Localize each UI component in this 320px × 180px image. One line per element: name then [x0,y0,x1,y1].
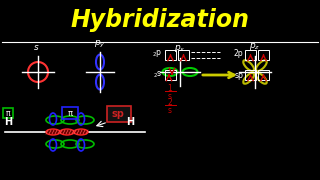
Text: $p_z$: $p_z$ [249,41,260,52]
Ellipse shape [74,129,88,135]
Text: s: s [34,43,38,52]
Text: sp: sp [234,71,243,80]
Text: sp: sp [112,109,124,119]
Text: $_2$s: $_2$s [153,70,162,80]
Text: s: s [168,105,172,114]
Text: $p_y$: $p_y$ [94,39,106,50]
Text: 2p: 2p [233,48,243,57]
Bar [258,50,269,60]
Bar [165,70,176,80]
Text: s: s [168,91,172,100]
Text: π: π [68,109,73,118]
Bar [245,50,256,60]
Text: H: H [4,117,12,127]
Text: H: H [126,117,134,127]
Text: π: π [6,109,10,118]
Text: $_2$p: $_2$p [152,48,162,58]
Ellipse shape [60,129,74,135]
Text: $p_x$: $p_x$ [174,43,186,54]
Text: 1: 1 [168,84,172,93]
Text: 2: 2 [168,98,172,107]
Bar [62,107,78,119]
Text: Hybridization: Hybridization [70,8,250,32]
Bar [165,50,176,60]
Bar [178,50,189,60]
FancyBboxPatch shape [107,106,131,122]
Bar [258,70,269,80]
Ellipse shape [46,129,60,135]
Bar [3,108,13,118]
Bar [245,70,256,80]
